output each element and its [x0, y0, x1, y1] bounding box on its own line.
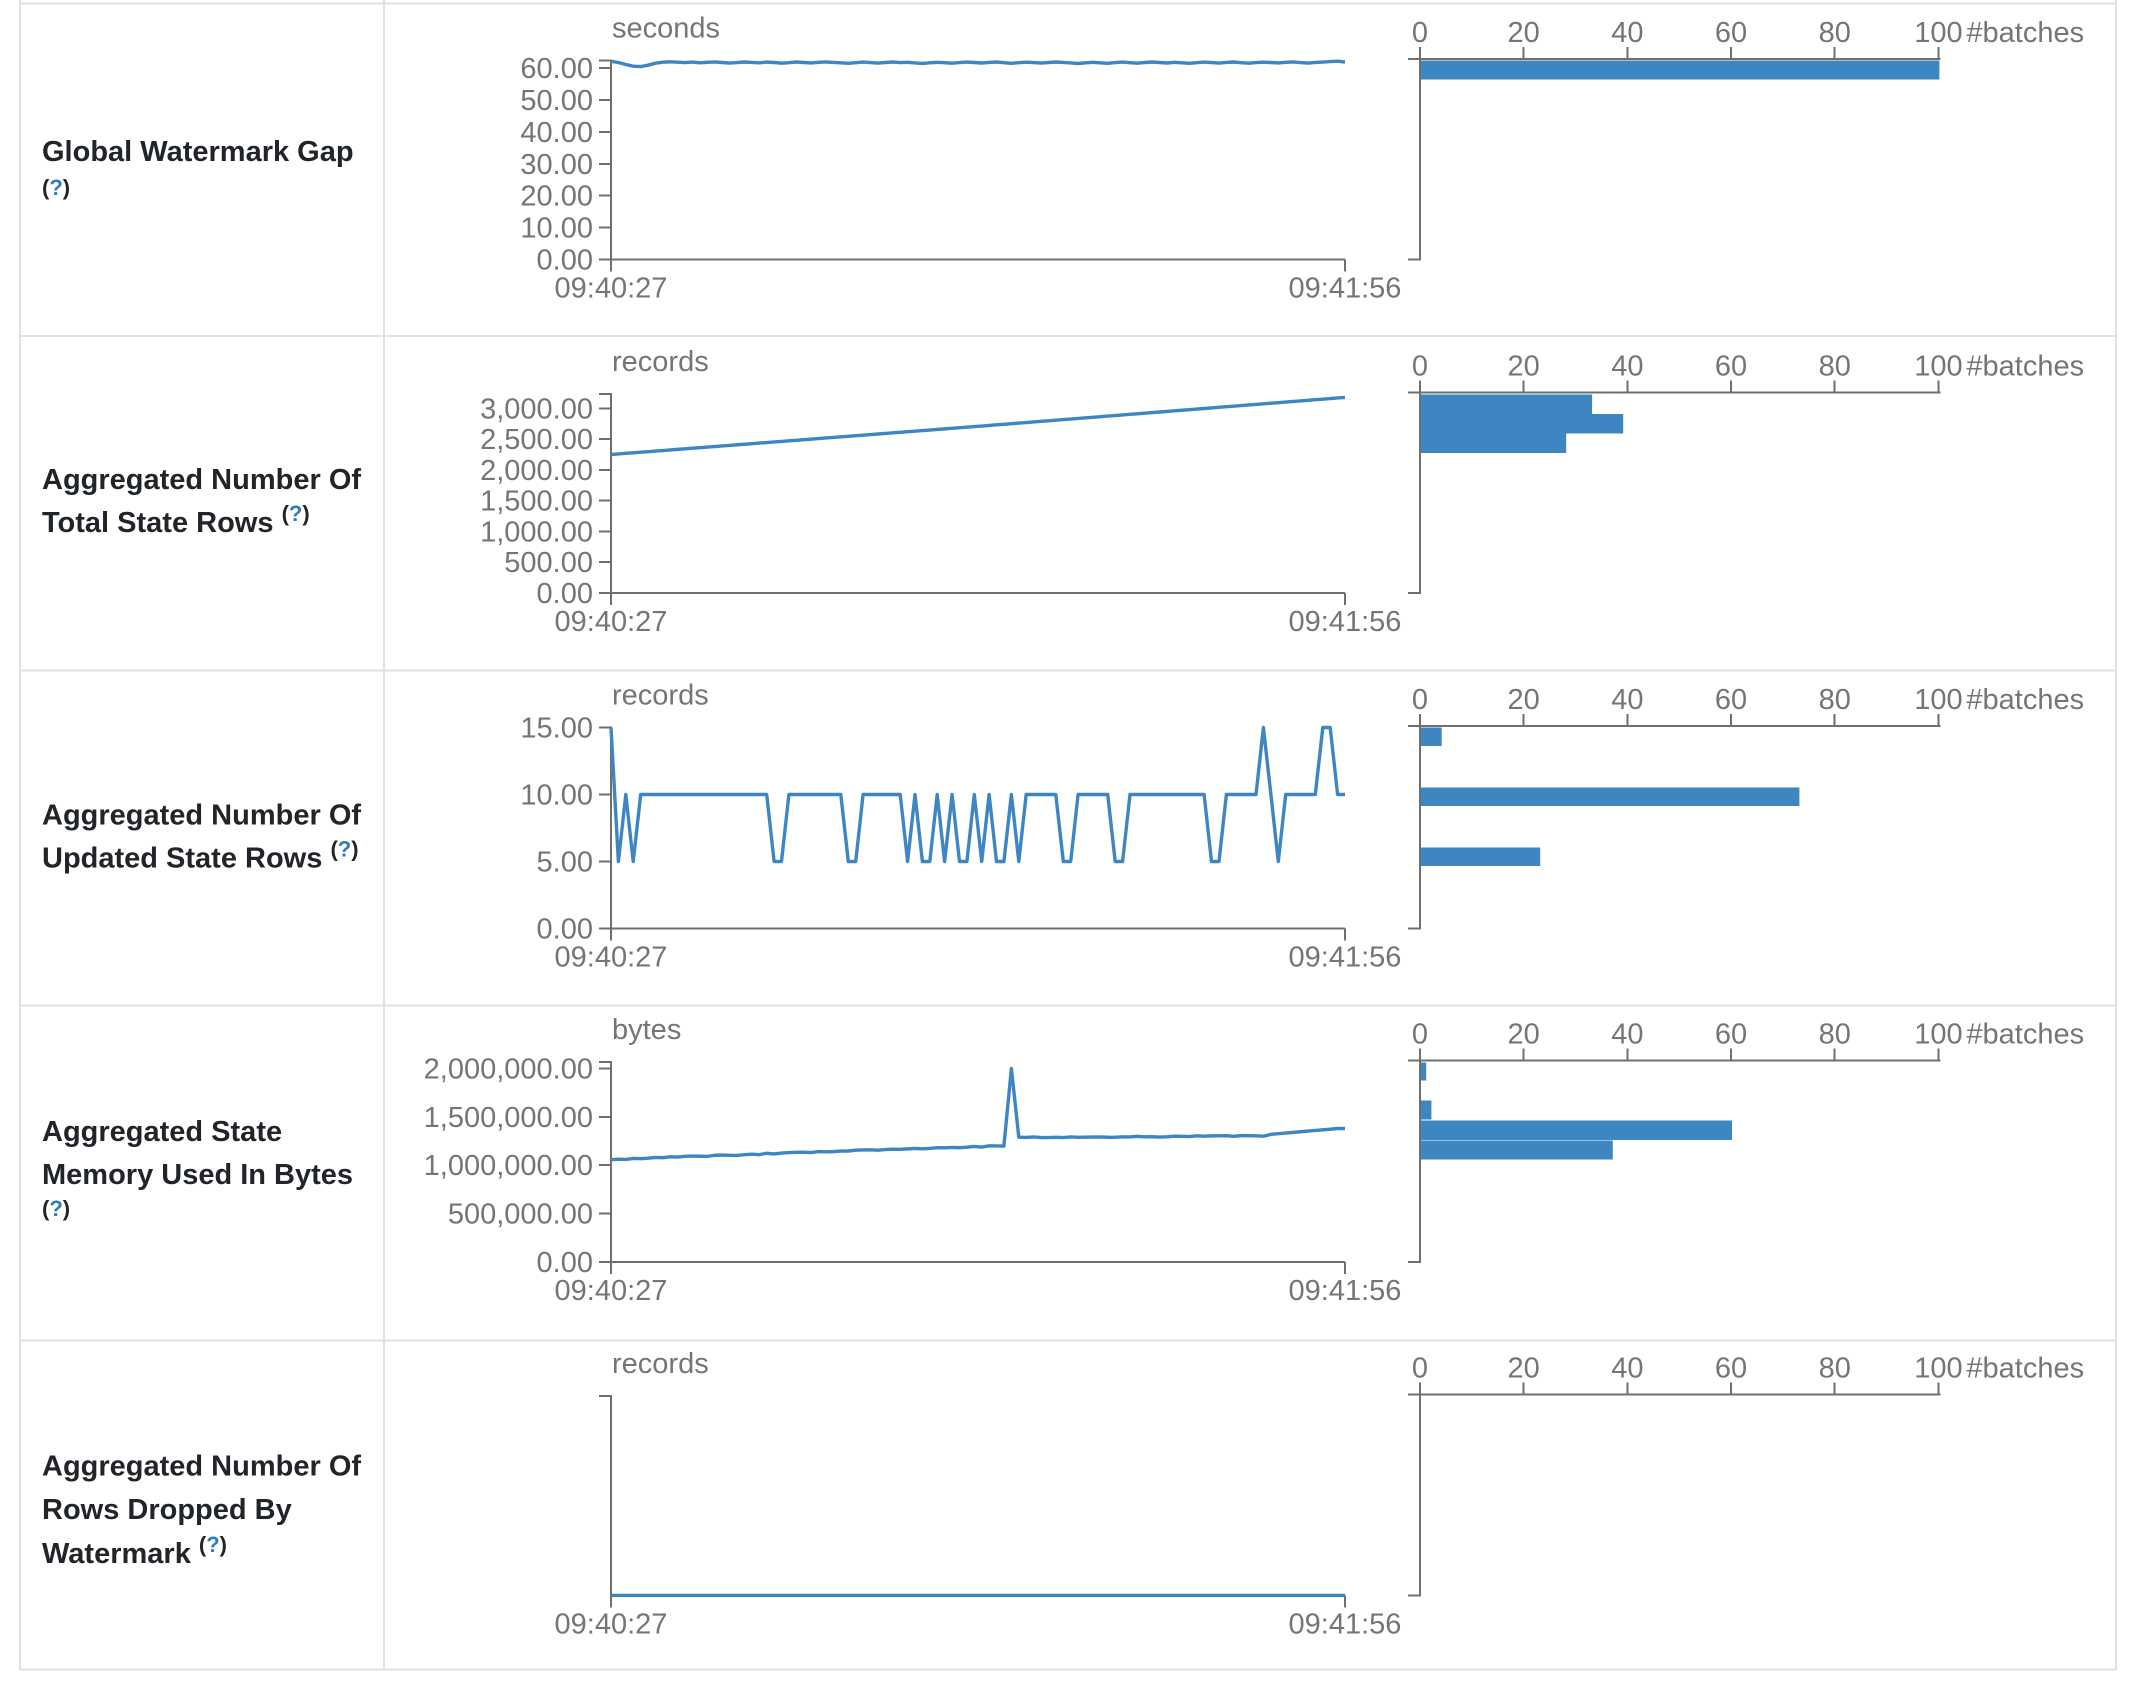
svg-text:#batches: #batches	[1966, 1019, 2084, 1051]
svg-text:10.00: 10.00	[520, 213, 593, 245]
svg-text:60: 60	[1715, 684, 1747, 716]
svg-text:1,500,000.00: 1,500,000.00	[424, 1102, 593, 1134]
svg-text:80: 80	[1819, 1353, 1851, 1385]
svg-text:10.00: 10.00	[520, 780, 593, 812]
svg-text:Aggregated State: Aggregated State	[42, 1116, 282, 1148]
svg-text:Global Watermark Gap: Global Watermark Gap	[42, 136, 354, 168]
svg-text:0: 0	[1412, 351, 1428, 383]
svg-text:0: 0	[1412, 684, 1428, 716]
svg-text:2,000,000.00: 2,000,000.00	[424, 1053, 593, 1085]
svg-text:60: 60	[1715, 1019, 1747, 1051]
svg-text:09:40:27: 09:40:27	[555, 942, 668, 974]
svg-text:100: 100	[1914, 351, 1962, 383]
svg-text:records: records	[612, 680, 709, 712]
svg-text:100: 100	[1914, 17, 1962, 49]
svg-text:40: 40	[1611, 684, 1643, 716]
svg-text:09:40:27: 09:40:27	[555, 606, 668, 638]
svg-text:40: 40	[1611, 351, 1643, 383]
svg-text:seconds: seconds	[612, 13, 720, 45]
svg-text:(?): (?)	[42, 1196, 70, 1221]
svg-text:bytes: bytes	[612, 1014, 681, 1046]
svg-text:09:41:56: 09:41:56	[1289, 606, 1402, 638]
svg-text:1,000,000.00: 1,000,000.00	[424, 1150, 593, 1182]
svg-text:Rows Dropped By: Rows Dropped By	[42, 1494, 292, 1526]
svg-text:5.00: 5.00	[537, 847, 593, 879]
svg-text:Memory Used In Bytes: Memory Used In Bytes	[42, 1159, 353, 1191]
svg-text:09:40:27: 09:40:27	[555, 1275, 668, 1307]
svg-text:#batches: #batches	[1966, 351, 2084, 383]
svg-text:20: 20	[1508, 1019, 1540, 1051]
svg-text:20: 20	[1508, 684, 1540, 716]
svg-text:records: records	[612, 346, 709, 378]
svg-text:40: 40	[1611, 1019, 1643, 1051]
svg-text:15.00: 15.00	[520, 713, 593, 745]
svg-text:40: 40	[1611, 17, 1643, 49]
svg-text:0.00: 0.00	[537, 1247, 593, 1279]
svg-text:Updated State Rows (?): Updated State Rows (?)	[42, 837, 359, 875]
svg-text:60.00: 60.00	[520, 53, 593, 85]
svg-text:#batches: #batches	[1966, 1353, 2084, 1385]
svg-text:0.00: 0.00	[537, 245, 593, 277]
svg-text:3,000.00: 3,000.00	[480, 394, 593, 426]
svg-text:0.00: 0.00	[537, 914, 593, 946]
svg-text:50.00: 50.00	[520, 85, 593, 117]
svg-text:0: 0	[1412, 1353, 1428, 1385]
svg-text:09:41:56: 09:41:56	[1289, 1608, 1402, 1640]
svg-text:100: 100	[1914, 1019, 1962, 1051]
svg-text:0: 0	[1412, 17, 1428, 49]
svg-text:40.00: 40.00	[520, 117, 593, 149]
svg-text:100: 100	[1914, 1353, 1962, 1385]
svg-text:0: 0	[1412, 1019, 1428, 1051]
svg-text:records: records	[612, 1348, 709, 1380]
svg-text:2,500.00: 2,500.00	[480, 424, 593, 456]
svg-text:500,000.00: 500,000.00	[448, 1199, 593, 1231]
svg-text:80: 80	[1819, 1019, 1851, 1051]
svg-text:2,000.00: 2,000.00	[480, 455, 593, 487]
svg-text:100: 100	[1914, 684, 1962, 716]
svg-text:09:41:56: 09:41:56	[1289, 1275, 1402, 1307]
svg-text:Aggregated Number Of: Aggregated Number Of	[42, 800, 361, 832]
svg-text:09:41:56: 09:41:56	[1289, 942, 1402, 974]
svg-text:20: 20	[1508, 351, 1540, 383]
svg-text:500.00: 500.00	[504, 547, 593, 579]
svg-text:09:40:27: 09:40:27	[555, 1608, 668, 1640]
svg-text:1,000.00: 1,000.00	[480, 516, 593, 548]
svg-text:0.00: 0.00	[537, 578, 593, 610]
svg-text:80: 80	[1819, 684, 1851, 716]
svg-text:#batches: #batches	[1966, 17, 2084, 49]
svg-text:20.00: 20.00	[520, 181, 593, 213]
svg-text:Total State Rows (?): Total State Rows (?)	[42, 501, 310, 539]
svg-text:1,500.00: 1,500.00	[480, 486, 593, 518]
svg-text:Aggregated Number Of: Aggregated Number Of	[42, 464, 361, 496]
svg-text:09:40:27: 09:40:27	[555, 273, 668, 305]
svg-text:Watermark (?): Watermark (?)	[42, 1532, 227, 1570]
svg-text:60: 60	[1715, 1353, 1747, 1385]
svg-text:80: 80	[1819, 17, 1851, 49]
svg-text:60: 60	[1715, 351, 1747, 383]
svg-text:(?): (?)	[42, 175, 70, 200]
svg-text:60: 60	[1715, 17, 1747, 49]
svg-text:20: 20	[1508, 17, 1540, 49]
svg-text:#batches: #batches	[1966, 684, 2084, 716]
svg-text:20: 20	[1508, 1353, 1540, 1385]
svg-text:09:41:56: 09:41:56	[1289, 273, 1402, 305]
svg-text:30.00: 30.00	[520, 149, 593, 181]
svg-text:Aggregated Number Of: Aggregated Number Of	[42, 1451, 361, 1483]
svg-text:80: 80	[1819, 351, 1851, 383]
svg-text:40: 40	[1611, 1353, 1643, 1385]
